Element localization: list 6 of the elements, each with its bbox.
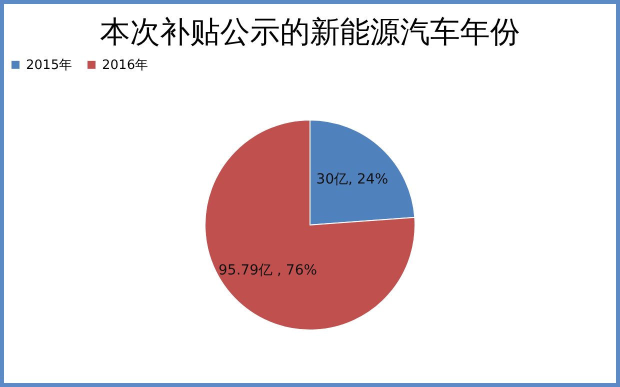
legend-label: 2015年 bbox=[26, 58, 72, 73]
chart-title: 本次补贴公示的新能源汽车年份 bbox=[100, 15, 520, 50]
data-label: 30亿, 24% bbox=[316, 172, 388, 188]
data-label: 95.79亿 , 76% bbox=[218, 262, 318, 278]
legend-label: 2016年 bbox=[102, 58, 148, 73]
pie-slice bbox=[204, 120, 416, 330]
